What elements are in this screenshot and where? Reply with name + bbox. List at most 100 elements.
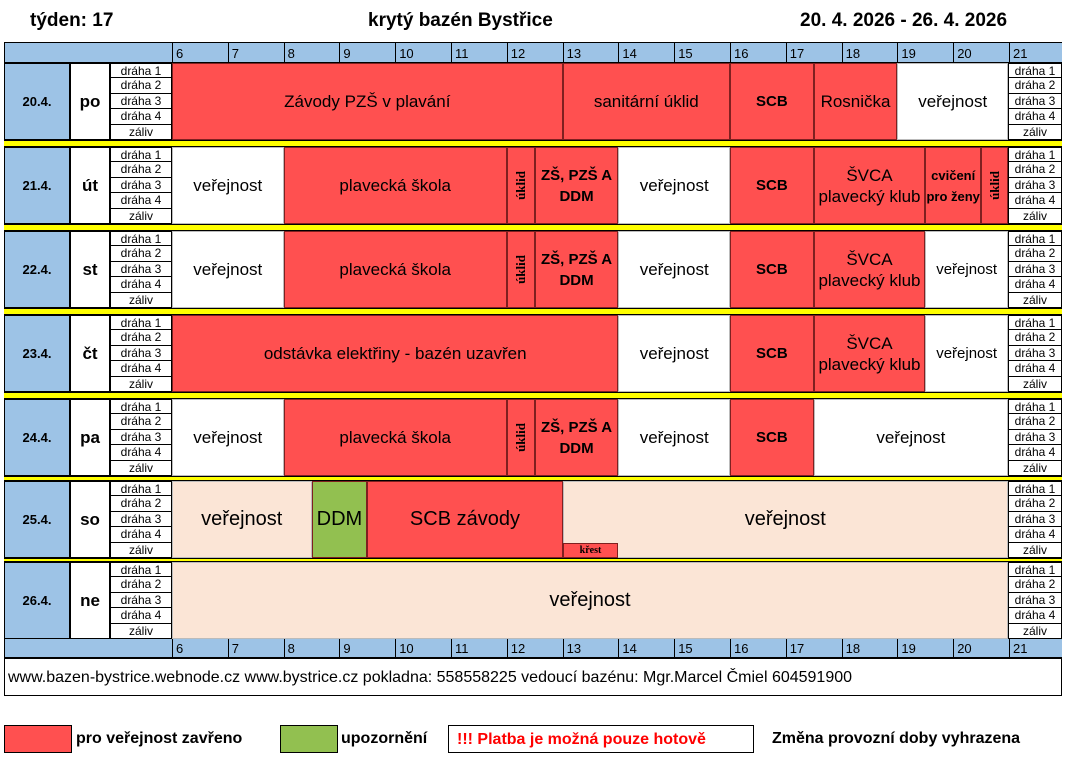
lane-label: dráha 1 xyxy=(1008,399,1062,415)
lane-label: záliv xyxy=(110,208,172,224)
hour-label: 19 xyxy=(897,42,954,63)
schedule-block: ZŠ, PZŠ A DDM xyxy=(534,147,619,224)
lane-label: dráha 1 xyxy=(1008,231,1062,247)
lane-label: dráha 4 xyxy=(110,277,172,293)
schedule-block: cvičení pro ženy xyxy=(925,147,982,224)
lane-label: dráha 3 xyxy=(110,592,172,609)
lane-label: dráha 3 xyxy=(110,429,172,446)
hour-label: 21 xyxy=(1009,42,1062,63)
block-vertical-text: úklid xyxy=(513,255,529,284)
lane-label: dráha 4 xyxy=(110,109,172,125)
lane-label: dráha 4 xyxy=(1008,109,1062,125)
lane-label: záliv xyxy=(1008,292,1062,308)
lane-label: dráha 2 xyxy=(110,78,172,94)
lane-label: záliv xyxy=(110,542,172,558)
lane-label: dráha 2 xyxy=(1008,246,1062,262)
day-of-week: pa xyxy=(70,399,110,476)
schedule-block: veřejnost xyxy=(172,562,1008,639)
day-of-week: čt xyxy=(70,315,110,392)
lane-label: dráha 3 xyxy=(1008,93,1062,110)
day-date: 24.4. xyxy=(4,399,70,476)
lane-label: dráha 3 xyxy=(110,345,172,362)
lane-label: dráha 4 xyxy=(110,361,172,377)
lane-label: dráha 4 xyxy=(1008,527,1062,543)
lane-label: dráha 3 xyxy=(110,511,172,528)
schedule-block: veřejnost xyxy=(562,481,1008,558)
day-of-week: po xyxy=(70,63,110,140)
lane-label: dráha 3 xyxy=(110,261,172,278)
hour-label: 12 xyxy=(506,42,563,63)
day-separator xyxy=(4,140,1062,147)
hour-label: 15 xyxy=(674,637,730,658)
schedule-block: křest xyxy=(562,543,619,558)
lane-label: záliv xyxy=(1008,460,1062,476)
schedule-block: ŠVCA plavecký klub xyxy=(813,315,926,392)
lane-label: dráha 3 xyxy=(1008,592,1062,609)
day-date: 23.4. xyxy=(4,315,70,392)
block-vertical-text: úklid xyxy=(513,171,529,200)
date-range: 20. 4. 2026 - 26. 4. 2026 xyxy=(800,10,1008,31)
hour-label: 14 xyxy=(618,42,675,63)
lane-label: záliv xyxy=(1008,208,1062,224)
payment-notice: !!! Platba je možná pouze hotově xyxy=(448,725,754,753)
schedule-block: veřejnost xyxy=(172,399,284,476)
lane-label: dráha 4 xyxy=(1008,361,1062,377)
lane-label: záliv xyxy=(110,376,172,392)
lane-label: dráha 1 xyxy=(110,63,172,79)
hours-footer-lead xyxy=(4,637,172,658)
hour-label: 19 xyxy=(897,637,954,658)
schedule-block: veřejnost xyxy=(172,481,312,558)
schedule-block: úklid xyxy=(506,399,535,476)
lane-label: dráha 2 xyxy=(110,496,172,512)
lane-label: dráha 2 xyxy=(110,577,172,593)
lane-label: dráha 3 xyxy=(1008,261,1062,278)
hour-label: 20 xyxy=(953,637,1009,658)
legend-closed-swatch xyxy=(4,725,72,753)
lane-label: záliv xyxy=(1008,623,1062,639)
legend-closed-label: pro veřejnost zavřeno xyxy=(76,730,243,747)
schedule-block: úklid xyxy=(981,147,1008,224)
schedule-block: plavecká škola xyxy=(283,399,507,476)
lane-label: záliv xyxy=(1008,124,1062,140)
schedule-block: DDM xyxy=(311,481,368,558)
schedule-block: odstávka elektřiny - bazén uzavřen xyxy=(172,315,619,392)
schedule-block: veřejnost xyxy=(618,315,730,392)
lane-label: záliv xyxy=(1008,376,1062,392)
schedule-block: úklid xyxy=(506,147,535,224)
hour-label: 8 xyxy=(283,637,340,658)
day-separator xyxy=(4,392,1062,399)
lane-label: záliv xyxy=(110,292,172,308)
schedule-block: veřejnost xyxy=(172,231,284,308)
block-vertical-text: úklid xyxy=(987,171,1003,200)
lane-label: dráha 4 xyxy=(110,527,172,543)
schedule-block: ZŠ, PZŠ A DDM xyxy=(534,399,619,476)
lane-label: dráha 4 xyxy=(1008,193,1062,209)
day-separator xyxy=(4,558,1062,562)
lane-label: dráha 4 xyxy=(1008,277,1062,293)
hour-label: 16 xyxy=(730,637,786,658)
schedule-block: veřejnost xyxy=(813,399,1008,476)
hour-label: 10 xyxy=(395,42,451,63)
schedule-block: sanitární úklid xyxy=(562,63,730,140)
payment-notice-text: !!! Platba je možná pouze hotově xyxy=(457,731,706,748)
schedule-change-note: Změna provozní doby vyhrazena xyxy=(772,730,1021,747)
lane-label: dráha 4 xyxy=(110,445,172,461)
hour-label: 9 xyxy=(339,637,396,658)
lane-label: dráha 3 xyxy=(110,177,172,194)
schedule-block: veřejnost xyxy=(618,231,730,308)
schedule-block: ŠVCA plavecký klub xyxy=(813,147,926,224)
schedule-block: ZŠ, PZŠ A DDM xyxy=(534,231,619,308)
lane-label: dráha 2 xyxy=(1008,330,1062,346)
legend-warning-label: upozornění xyxy=(341,730,428,747)
block-vertical-text: úklid xyxy=(513,423,529,452)
schedule-block: SCB xyxy=(730,399,814,476)
hour-label: 6 xyxy=(172,42,228,63)
day-date: 26.4. xyxy=(4,562,70,639)
contact-footer: www.bazen-bystrice.webnode.cz www.bystri… xyxy=(4,658,1062,696)
day-separator xyxy=(4,476,1062,481)
hour-label: 8 xyxy=(283,42,340,63)
schedule-block: ŠVCA plavecký klub xyxy=(813,231,926,308)
lane-label: dráha 4 xyxy=(1008,608,1062,624)
lane-label: dráha 2 xyxy=(1008,78,1062,94)
